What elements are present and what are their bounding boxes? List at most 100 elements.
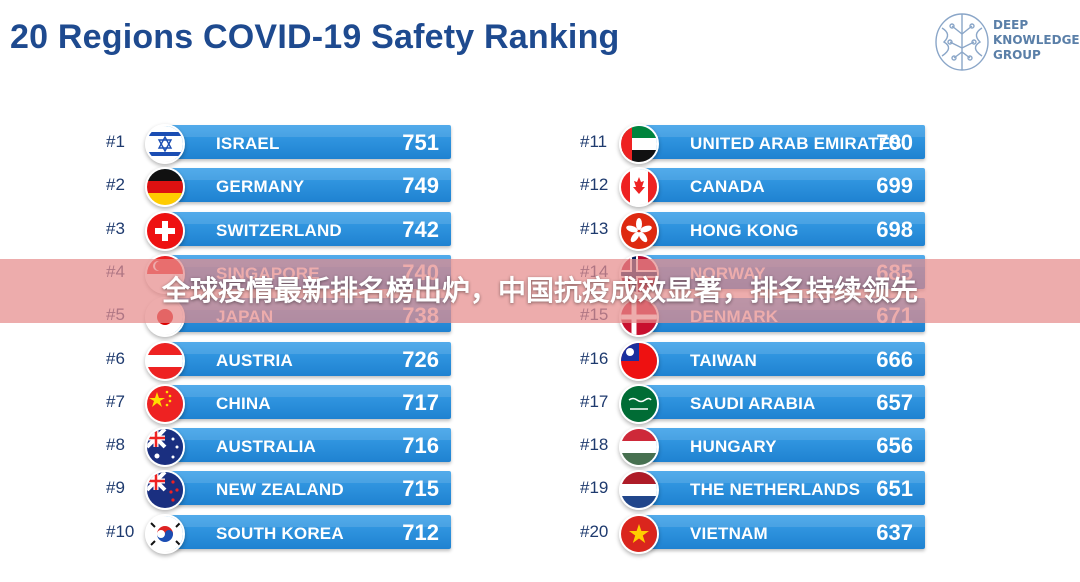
banner-text: 全球疫情最新排名榜出炉，中国抗疫成效显著，排名持续领先 (161, 274, 918, 307)
bar: GERMANY 749 (164, 168, 451, 203)
score-label: 712 (402, 519, 439, 545)
uae-flag-icon (619, 124, 659, 164)
ranking-row: #6 AUSTRIA 726 (106, 340, 451, 381)
bar: SAUDI ARABIA 657 (638, 384, 925, 419)
ranking-row: #11 UNITED ARAB EMIRATES 700 (580, 123, 925, 164)
ranking-row: #8 AUSTRALIA 716 (106, 426, 451, 468)
rank-label: #6 (106, 348, 125, 368)
country-label: SWITZERLAND (216, 220, 342, 240)
israel-flag-icon (145, 124, 185, 164)
country-label: CHINA (216, 393, 271, 413)
logo-text: DEEP KNOWLEDGE GROUP (993, 18, 1080, 63)
australia-flag-icon (145, 427, 185, 468)
bar: CHINA 717 (164, 384, 451, 419)
score-label: 651 (876, 476, 913, 502)
bar: AUSTRIA 726 (164, 341, 451, 376)
germany-flag-icon (145, 167, 185, 208)
rank-label: #16 (580, 348, 609, 368)
country-label: THE NETHERLANDS (690, 480, 861, 500)
bar: AUSTRALIA 716 (164, 428, 451, 463)
country-label: AUSTRALIA (216, 437, 317, 457)
country-label: CANADA (690, 177, 765, 197)
ranking-row: #10 SOUTH KOREA 712 (106, 513, 451, 554)
switzerland-flag-icon (145, 210, 185, 251)
rank-label: #20 (580, 521, 609, 541)
logo-line: GROUP (993, 48, 1041, 62)
country-label: SAUDI ARABIA (690, 393, 816, 413)
austria-flag-icon (145, 340, 185, 381)
new-zealand-flag-icon (145, 470, 185, 511)
score-label: 698 (876, 216, 913, 242)
logo-line: DEEP (993, 18, 1029, 32)
bar: SWITZERLAND 742 (164, 211, 451, 246)
chart-title: 20 Regions COVID-19 Safety Ranking (10, 18, 620, 56)
vietnam-flag-icon (619, 513, 659, 554)
bar: SOUTH KOREA 712 (164, 514, 451, 549)
score-label: 657 (876, 389, 913, 415)
china-flag-icon (145, 383, 185, 424)
score-label: 742 (402, 216, 439, 242)
ranking-row: #12 CANADA 699 (580, 166, 925, 208)
taiwan-flag-icon (619, 340, 659, 381)
bar: TAIWAN 666 (638, 341, 925, 376)
ranking-row: #18 HUNGARY 656 (580, 426, 925, 468)
hong-kong-flag-icon (619, 210, 659, 251)
rank-label: #13 (580, 218, 609, 238)
rank-label: #11 (580, 132, 608, 151)
country-label: GERMANY (216, 177, 305, 197)
netherlands-flag-icon (619, 470, 659, 511)
rank-label: #8 (106, 435, 125, 455)
country-label: ISRAEL (216, 134, 280, 153)
rank-label: #17 (580, 391, 609, 411)
score-label: 699 (876, 173, 913, 199)
hungary-flag-icon (619, 427, 659, 468)
score-label: 717 (402, 389, 439, 415)
score-label: 726 (402, 346, 439, 372)
ranking-row: #7 CHINA 717 (106, 383, 451, 424)
ranking-row: #9 NEW ZEALAND 715 (106, 469, 451, 511)
ranking-row: #2 GERMANY 749 (106, 166, 451, 208)
country-label: SOUTH KOREA (216, 523, 344, 543)
score-label: 716 (402, 433, 439, 459)
ranking-row: #1 ISRAEL 751 (106, 123, 451, 164)
score-label: 715 (402, 476, 439, 502)
rank-label: #9 (106, 478, 125, 498)
bar: HONG KONG 698 (638, 211, 925, 246)
country-label: AUSTRIA (216, 350, 293, 370)
saudi-arabia-flag-icon (619, 383, 659, 424)
rank-label: #19 (580, 478, 609, 498)
south-korea-flag-icon (145, 513, 185, 554)
rank-label: #18 (580, 435, 609, 455)
score-label: 749 (402, 173, 439, 199)
bar: ISRAEL 751 (164, 125, 451, 159)
rank-label: #2 (106, 175, 125, 195)
country-label: TAIWAN (690, 350, 757, 370)
country-label: NEW ZEALAND (216, 480, 344, 500)
score-label: 656 (876, 433, 913, 459)
canada-flag-icon (619, 167, 659, 208)
country-label: HONG KONG (690, 220, 799, 240)
ranking-row: #19 THE NETHERLANDS 651 (580, 469, 925, 511)
ranking-row: #16 TAIWAN 666 (580, 340, 925, 381)
score-label: 700 (876, 130, 913, 155)
bar: CANADA 699 (638, 168, 925, 203)
brain-icon (935, 13, 989, 71)
bar: NEW ZEALAND 715 (164, 471, 451, 506)
score-label: 637 (876, 519, 913, 545)
ranking-row: #13 HONG KONG 698 (580, 210, 925, 251)
country-label: VIETNAM (690, 523, 768, 543)
bar: THE NETHERLANDS 651 (638, 471, 925, 506)
logo-line: KNOWLEDGE (993, 33, 1080, 47)
ranking-row: #3 SWITZERLAND 742 (106, 210, 451, 251)
score-label: 666 (876, 346, 913, 372)
rank-label: #7 (106, 391, 125, 411)
bar: UNITED ARAB EMIRATES 700 (638, 125, 925, 159)
bar: HUNGARY 656 (638, 428, 925, 463)
rank-label: #10 (106, 521, 135, 541)
ranking-row: #17 SAUDI ARABIA 657 (580, 383, 925, 424)
rank-label: #12 (580, 175, 609, 195)
rank-label: #3 (106, 218, 125, 238)
country-label: UNITED ARAB EMIRATES (690, 134, 902, 153)
country-label: HUNGARY (690, 437, 777, 457)
ranking-row: #20 VIETNAM 637 (580, 513, 925, 554)
